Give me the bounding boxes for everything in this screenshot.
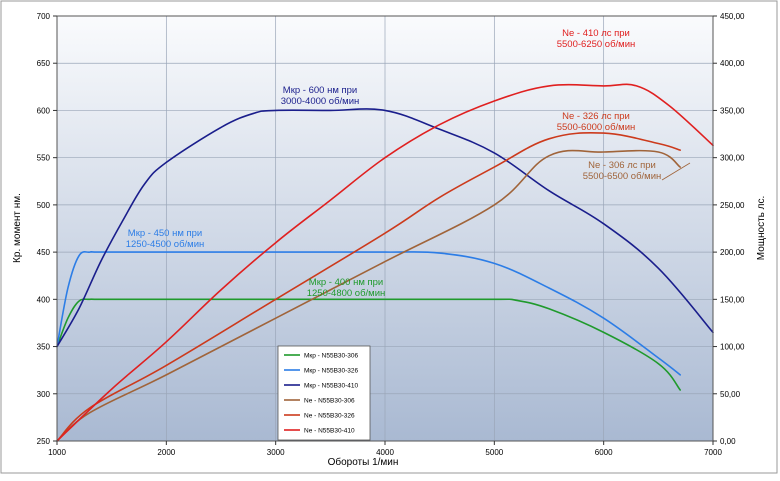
y-tick-label: 450 [37,248,51,257]
annotation-1-line-1: Ne - 410 лс при [562,28,630,39]
y-tick-label: 700 [37,12,51,21]
x-axis-label: Обороты 1/мин [328,456,399,468]
y-tick-label: 500 [37,201,51,210]
y-tick-label: 550 [37,154,51,163]
y-tick-label: 300 [37,390,51,399]
y2-tick-label: 200,00 [720,248,745,257]
legend-box [277,345,371,441]
x-tick-label: 6000 [595,448,613,457]
y2-tick-label: 400,00 [720,59,745,68]
annotation-1-line-2: 5500-6250 об/мин [557,39,636,50]
y2-tick-label: 300,00 [720,154,745,163]
y2-tick-label: 100,00 [720,343,745,352]
y2-axis-label: Мощность лс. [756,196,767,261]
annotation-4-line-2: 5500-6500 об/мин [583,171,662,182]
legend: Мкр - N55B30-306 Мкр - N55B30-326 Мкр - N5… [277,345,371,441]
y2-tick-label: 450,00 [720,12,745,21]
y-tick-label: 650 [37,59,51,68]
y2-tick-label: 150,00 [720,295,745,304]
annotation-2-line-2: 3000-4000 об/мин [281,96,360,107]
series-line-4 [56,149,681,442]
annotation-5-line-2: 1250-4500 об/мин [126,239,205,250]
y2-tick-label: 250,00 [720,201,745,210]
series-line-2 [56,250,681,376]
x-tick-label: 3000 [267,448,285,457]
annotation-4-line-1: Ne - 306 лс при [588,160,656,171]
axes-layer: 1000 2000 3000 4000 5000 6000 7000 250 300 350 400… [37,12,745,457]
legend-label: Ne - N55B30-326 [304,413,355,420]
annotation-3-line-2: 5500-6000 об/мин [557,122,636,133]
x-tick-label: 2000 [157,448,175,457]
series-line-3 [56,108,714,348]
legend-label: Ne - N55B30-306 [304,398,355,405]
annotation-5-line-1: Мкр - 450 нм при [128,228,202,239]
x-tick-label: 5000 [485,448,503,457]
y-tick-label: 400 [37,295,51,304]
series-line-1 [56,298,681,391]
legend-label: Ne - N55B30-410 [304,428,355,435]
legend-label: Мкр - N55B30-306 [304,353,359,360]
grid [57,16,713,441]
x-tick-label: 7000 [704,448,722,457]
y-tick-label: 600 [37,106,51,115]
y2-tick-label: 350,00 [720,106,745,115]
x-tick-label: 1000 [48,448,66,457]
y-axis-label: Кр. момент нм. [12,193,23,263]
y-tick-label: 350 [37,343,51,352]
legend-label: Мкр - N55B30-410 [304,383,359,390]
annotation-6-line-1: Мкр - 400 нм при [309,277,383,288]
annotation-leader [661,162,691,181]
annotation-3-line-1: Ne - 326 лс при [562,111,630,122]
annotation-6-line-2: 1250-4800 об/мин [307,288,386,299]
y-tick-label: 250 [37,437,51,446]
series-line-6 [56,83,714,442]
series-layer [56,83,714,442]
y2-tick-label: 0,00 [720,437,736,446]
annotation-2-line-1: Мкр - 600 нм при [283,85,357,96]
series-line-5 [56,131,681,442]
legend-label: Мкр - N55B30-326 [304,368,359,375]
x-tick-label: 4000 [376,448,394,457]
y2-tick-label: 50,00 [720,390,741,399]
